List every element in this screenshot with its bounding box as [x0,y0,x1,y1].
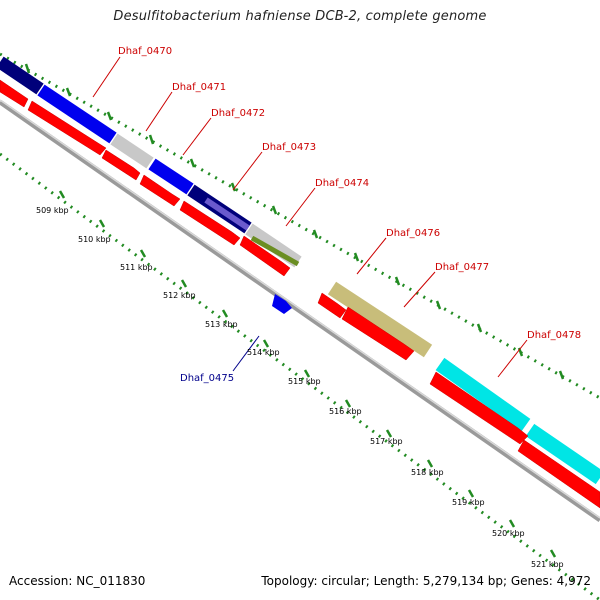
bar-cyan-2 [525,423,600,485]
scale-label: 511 kbp [120,263,153,272]
scale-label: 520 kbp [492,529,525,538]
bar-cyan-1 [435,357,531,432]
feature-bars-top [0,56,600,485]
cds-arrow [517,439,600,509]
gene-label[interactable]: Dhaf_0477 [435,262,489,273]
cds-arrow [239,235,291,277]
gene-label[interactable]: Dhaf_0471 [172,82,226,93]
bar-blue-1 [37,84,117,144]
outer-tick-marks [24,63,565,380]
bar-purple [204,197,250,231]
scale-label: 516 kbp [329,407,362,416]
bar-navy-1 [0,56,44,95]
bar-gray-2 [245,223,302,268]
cds-arrow [179,200,241,246]
inner-tick-marks [58,190,557,558]
outer-dotted-track [0,52,600,400]
bar-blue-2 [148,158,194,195]
gene-label[interactable]: Dhaf_0470 [118,46,172,57]
bar-olive [250,235,300,267]
gene-label[interactable]: Dhaf_0476 [386,228,440,239]
genome-backbone-highlight [0,99,600,519]
accession-footer: Accession: NC_011830 [9,574,146,588]
gene-label[interactable]: Dhaf_0473 [262,142,316,153]
scale-label: 514 kbp [247,348,280,357]
scale-label: 515 kbp [288,377,321,386]
feature-dhaf-0475 [272,294,292,314]
gene-label[interactable]: Dhaf_0475 [180,373,234,384]
cds-arrow [341,306,415,361]
gene-label[interactable]: Dhaf_0478 [527,330,581,341]
scale-label: 518 kbp [411,468,444,477]
genome-stats-footer: Topology: circular; Length: 5,279,134 bp… [261,574,591,588]
cds-arrow [0,79,29,108]
scale-label: 510 kbp [78,235,111,244]
scale-label: 512 kbp [163,291,196,300]
scale-label: 517 kbp [370,437,403,446]
map-title: Desulfitobacterium hafniense DCB-2, comp… [113,9,487,24]
genome-backbone [0,99,600,523]
bar-gray-1 [110,133,154,169]
cds-arrow [317,292,347,319]
label-leader-dhaf-0475 [232,335,260,372]
bar-khaki [327,281,433,358]
cds-arrow [101,149,141,181]
scale-label: 509 kbp [36,206,69,215]
cds-arrow [27,100,107,156]
scale-label: 513 kbp [205,320,238,329]
gene-label[interactable]: Dhaf_0472 [211,108,265,119]
cds-arrow [139,174,181,207]
scale-label: 521 kbp [531,560,564,569]
scale-label: 519 kbp [452,498,485,507]
gene-label[interactable]: Dhaf_0474 [315,178,369,189]
label-leaders [92,56,528,378]
cds-arrows [0,79,600,509]
